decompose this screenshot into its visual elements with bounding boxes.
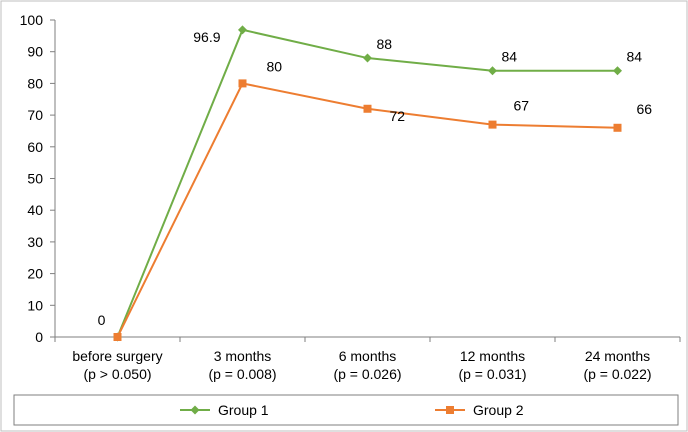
y-tick-label: 40 xyxy=(27,202,43,218)
data-label: 80 xyxy=(267,58,283,74)
data-point xyxy=(238,25,247,35)
y-tick-label: 60 xyxy=(27,139,43,155)
y-axis-ticks: 0 10 20 30 40 50 60 70 80 90 100 xyxy=(20,12,55,345)
y-tick-label: 50 xyxy=(27,171,43,187)
data-label: 0 xyxy=(98,312,106,328)
x-tick-label: 12 months (p = 0.031) xyxy=(458,348,526,382)
data-label: 66 xyxy=(637,101,653,117)
data-point xyxy=(613,123,622,132)
data-labels: 0 96.9 88 84 84 80 72 67 66 xyxy=(98,29,653,328)
legend-item-2: Group 2 xyxy=(435,402,524,418)
y-tick-label: 100 xyxy=(20,12,44,28)
data-point xyxy=(488,66,497,76)
y-tick-label: 80 xyxy=(27,75,43,91)
y-tick-label: 30 xyxy=(27,234,43,250)
series-group-1 xyxy=(113,25,622,342)
y-tick-label: 20 xyxy=(27,266,43,282)
y-tick-label: 70 xyxy=(27,107,43,123)
data-point xyxy=(363,53,372,63)
x-tick-label: 24 months (p = 0.022) xyxy=(583,348,651,382)
data-point xyxy=(613,66,622,76)
x-tick-label: 6 months (p = 0.026) xyxy=(333,348,401,382)
y-tick-label: 0 xyxy=(35,329,43,345)
data-label: 88 xyxy=(377,36,393,52)
data-label: 96.9 xyxy=(193,29,220,45)
y-tick-label: 10 xyxy=(27,297,43,313)
legend-box xyxy=(13,394,679,426)
x-tick-label: 3 months (p = 0.008) xyxy=(208,348,276,382)
legend: Group 1 Group 2 xyxy=(13,394,679,426)
data-label: 84 xyxy=(502,49,518,65)
legend-label: Group 1 xyxy=(218,402,269,418)
data-point xyxy=(113,333,122,341)
legend-item-1: Group 1 xyxy=(180,402,269,418)
legend-marker xyxy=(190,405,200,415)
x-tick-label: before surgery (p > 0.050) xyxy=(72,348,162,382)
data-label: 67 xyxy=(514,98,530,114)
y-tick-label: 90 xyxy=(27,44,43,60)
x-axis-ticks: before surgery (p > 0.050) 3 months (p = 0.… xyxy=(54,337,681,382)
data-point xyxy=(488,120,497,129)
data-label: 72 xyxy=(390,108,406,124)
legend-marker xyxy=(446,406,454,414)
legend-label: Group 2 xyxy=(473,402,524,418)
data-point xyxy=(363,104,372,113)
data-point xyxy=(238,79,247,88)
series xyxy=(113,25,622,342)
data-label: 84 xyxy=(627,49,643,65)
series-group-2 xyxy=(113,79,622,341)
